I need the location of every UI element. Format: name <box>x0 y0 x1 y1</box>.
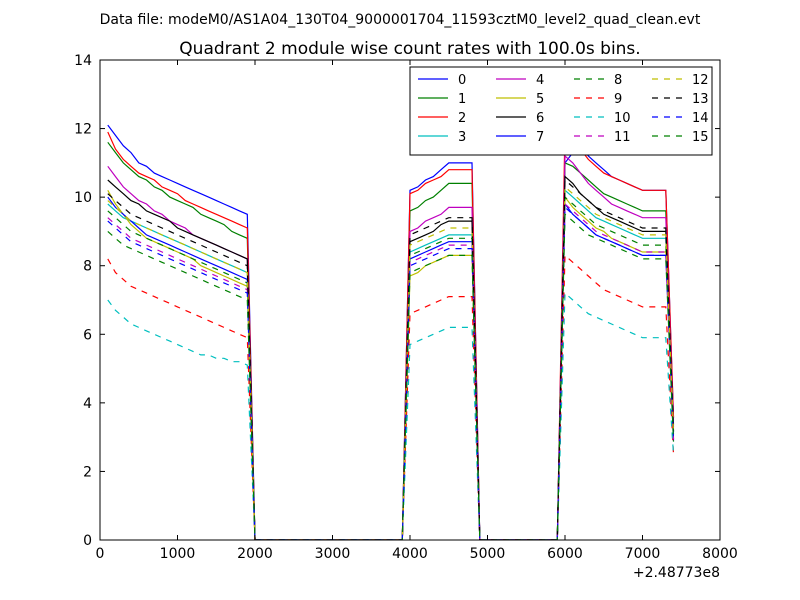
series-line-11 <box>107 202 675 540</box>
y-tick-label: 14 <box>74 53 92 69</box>
series-line-12 <box>107 185 675 540</box>
series-line-15 <box>107 213 675 540</box>
series-line-9 <box>107 254 675 540</box>
y-tick-label: 12 <box>74 122 92 138</box>
x-tick-label: 4000 <box>392 546 428 562</box>
x-tick-label: 8000 <box>702 546 738 562</box>
legend-label-10: 10 <box>614 111 631 126</box>
legend-label-1: 1 <box>458 92 466 107</box>
chart-title: Quadrant 2 module wise count rates with … <box>179 39 640 59</box>
legend-label-0: 0 <box>458 73 466 88</box>
y-tick-label: 8 <box>83 259 92 275</box>
plot-lines <box>107 124 675 540</box>
x-tick-label: 7000 <box>625 546 661 562</box>
series-line-1 <box>107 141 675 540</box>
legend-label-13: 13 <box>692 92 709 107</box>
legend-label-11: 11 <box>614 130 631 145</box>
series-line-10 <box>107 291 675 540</box>
x-tick-label: 1000 <box>160 546 196 562</box>
legend-label-8: 8 <box>614 73 622 88</box>
legend-label-2: 2 <box>458 111 466 126</box>
legend-label-15: 15 <box>692 130 709 145</box>
legend-label-7: 7 <box>536 130 544 145</box>
y-tick-label: 4 <box>83 396 92 412</box>
axes: 0 1000 2000 3000 4000 5000 6000 7000 80000246810… <box>74 53 738 562</box>
y-tick-label: 0 <box>83 533 92 549</box>
series-line-6 <box>107 175 675 540</box>
y-tick-label: 2 <box>83 464 92 480</box>
series-line-13 <box>107 178 675 540</box>
legend-label-9: 9 <box>614 92 622 107</box>
series-line-3 <box>107 189 675 540</box>
x-tick-label: 5000 <box>470 546 506 562</box>
legend-label-14: 14 <box>692 111 709 126</box>
legend-label-12: 12 <box>692 73 709 88</box>
y-tick-label: 6 <box>83 327 92 343</box>
x-tick-label: 2000 <box>237 546 273 562</box>
series-line-8 <box>107 195 675 540</box>
series-line-0 <box>107 124 675 540</box>
x-tick-label: 6000 <box>547 546 583 562</box>
legend-label-3: 3 <box>458 130 466 145</box>
x-offset-label: +2.48773e8 <box>633 565 720 581</box>
x-tick-label: 3000 <box>315 546 351 562</box>
chart-suptitle: Data file: modeM0/AS1A04_130T04_90000017… <box>100 12 701 28</box>
y-tick-label: 10 <box>74 190 92 206</box>
series-line-4 <box>107 154 675 540</box>
legend-label-4: 4 <box>536 73 544 88</box>
legend-label-5: 5 <box>536 92 544 107</box>
series-line-14 <box>107 206 675 540</box>
legend-label-6: 6 <box>536 111 544 126</box>
x-tick-label: 0 <box>96 546 105 562</box>
series-line-5 <box>107 190 675 540</box>
legend-frame <box>409 66 713 156</box>
